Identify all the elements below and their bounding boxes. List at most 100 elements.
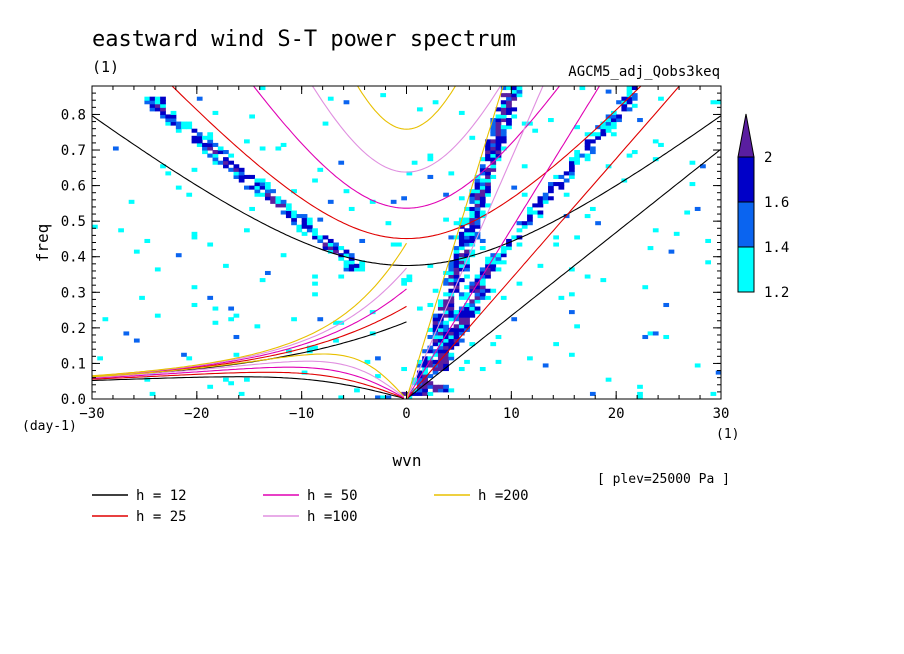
spectral-cell: [626, 100, 633, 105]
spectral-cell: [500, 93, 507, 98]
spectral-cell: [233, 164, 240, 169]
spectral-cell: [443, 217, 449, 222]
spectral-cell: [254, 185, 261, 190]
y-tick-labels: 0.0 0.1 0.2 0.3 0.4 0.5 0.6 0.7 0.8: [61, 107, 86, 408]
spectral-cell: [416, 391, 423, 396]
spectral-cell: [338, 246, 345, 251]
spectral-cell: [453, 263, 460, 268]
spectral-cell: [380, 395, 387, 399]
spectral-cell: [495, 114, 502, 119]
spectral-cell: [516, 235, 523, 240]
spectral-cell: [574, 235, 580, 240]
spectral-cell: [453, 334, 460, 340]
spectral-cell: [474, 196, 481, 201]
spectral-cell: [474, 189, 481, 194]
spectral-cell: [432, 352, 439, 357]
spectral-cell: [610, 118, 617, 123]
spectral-cell: [437, 366, 444, 372]
spectral-cell: [647, 246, 654, 251]
spectral-cell: [637, 395, 643, 399]
spectral-cell: [280, 203, 287, 208]
spectral-cell: [207, 139, 214, 144]
spectral-cell: [500, 260, 507, 265]
spectral-cell: [443, 313, 449, 318]
spectral-cell: [427, 381, 434, 386]
spectral-cell: [458, 310, 465, 315]
spectral-cell: [448, 288, 455, 293]
spectral-cell: [485, 185, 491, 190]
spectral-cell: [154, 103, 161, 108]
spectral-cell: [186, 125, 193, 130]
spectral-cell: [474, 288, 481, 293]
spectral-cell: [270, 189, 276, 194]
spectral-cell: [485, 192, 491, 197]
spectral-cell: [558, 182, 565, 187]
spectral-cell: [432, 324, 439, 329]
spectral-cell: [474, 174, 481, 179]
spectral-cell: [506, 238, 512, 243]
x-unit-label: (1): [716, 427, 739, 442]
spectral-cell: [568, 292, 575, 297]
spectral-cell: [223, 160, 229, 165]
spectral-cell: [469, 313, 476, 318]
curve-ig: [311, 86, 502, 173]
spectral-cell: [390, 199, 397, 204]
spectral-cell: [506, 93, 512, 98]
spectral-cell: [495, 334, 502, 340]
spectral-cell: [354, 263, 360, 268]
spectral-cell: [144, 100, 151, 105]
spectral-cell: [589, 132, 596, 137]
spectral-cell: [191, 231, 198, 236]
spectral-cell: [490, 167, 497, 172]
spectral-cell: [291, 210, 297, 215]
spectral-cell: [359, 238, 366, 243]
spectral-cell: [228, 153, 235, 158]
spectral-cell: [500, 100, 507, 105]
y-tick-label: 0.6: [61, 179, 86, 195]
curve-rossby: [92, 376, 405, 399]
spectral-cell: [202, 150, 208, 155]
spectral-cell: [485, 167, 491, 172]
spectral-cell: [500, 139, 507, 144]
spectral-cell: [500, 295, 507, 300]
spectral-cell: [448, 331, 455, 336]
spectral-cell: [443, 278, 449, 283]
y-tick-label: 0.0: [61, 392, 86, 408]
spectral-cell: [432, 384, 439, 389]
curve-ig: [252, 86, 561, 209]
x-axis-label: wvn: [393, 451, 422, 470]
spectral-cell: [448, 270, 455, 276]
spectral-cell: [448, 235, 455, 240]
spectral-cell: [244, 174, 250, 179]
spectral-cell: [422, 349, 428, 354]
spectral-cell: [416, 363, 423, 368]
spectral-cell: [474, 299, 481, 304]
spectral-cell: [453, 278, 460, 283]
spectral-cell: [254, 178, 261, 183]
spectral-cell: [453, 270, 460, 276]
spectral-cell: [92, 224, 98, 229]
spectral-cell: [443, 270, 449, 276]
spectral-cell: [249, 114, 255, 119]
spectral-cell: [233, 167, 240, 172]
spectral-cell: [432, 320, 439, 325]
spectral-cell: [584, 157, 591, 162]
spectral-cell: [490, 288, 497, 293]
spectral-cell: [548, 118, 554, 123]
spectral-cell: [537, 210, 544, 215]
spectral-cell: [301, 231, 308, 236]
spectral-cell: [453, 253, 460, 258]
spectral-cell: [479, 292, 486, 297]
legend-label: h = 12: [136, 488, 187, 504]
spectral-cell: [228, 381, 235, 386]
spectral-cell: [485, 267, 491, 272]
spectral-cell: [616, 118, 622, 123]
spectral-cell: [542, 192, 549, 197]
spectral-cell: [574, 160, 580, 165]
spectral-cell: [432, 313, 439, 318]
spectral-cell: [149, 100, 156, 105]
spectral-cell: [448, 334, 455, 340]
spectral-cell: [264, 185, 271, 190]
spectral-cell: [291, 317, 297, 322]
spectral-cell: [479, 192, 486, 197]
